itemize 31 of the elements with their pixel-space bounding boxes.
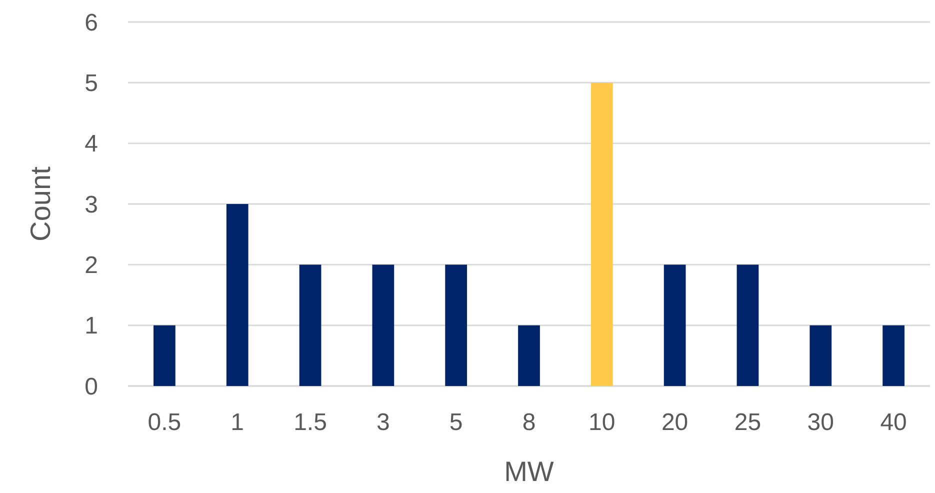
x-axis-title: MW [504,456,554,487]
bar [810,325,832,386]
bar [882,325,904,386]
x-tick-label: 25 [734,409,762,436]
x-tick-label: 20 [661,409,688,436]
bar [590,82,613,386]
bar [518,325,540,386]
x-tick-label: 40 [880,409,907,436]
bar [372,264,394,386]
y-tick-label: 0 [84,373,98,400]
x-tick-label: 10 [588,409,616,436]
bar [736,264,759,386]
y-tick-label: 1 [84,312,98,340]
y-tick-label: 6 [84,9,98,36]
bar [226,204,248,386]
y-axis-title: Count [25,166,56,242]
x-tick-label: 1.5 [294,409,327,436]
x-tick-label: 1 [230,409,244,436]
x-tick-label: 8 [522,409,536,436]
bar [664,264,686,386]
x-tick-label: 5 [449,409,463,436]
y-tick-label: 3 [84,191,98,218]
bar [445,264,468,386]
x-tick-label: 3 [376,409,390,436]
bar [299,264,322,386]
x-tick-label: 30 [807,409,834,436]
x-tick-label: 0.5 [148,409,182,436]
y-tick-label: 5 [84,70,98,98]
y-tick-label: 4 [84,130,98,158]
y-tick-label: 2 [84,252,98,280]
bar [154,325,176,386]
